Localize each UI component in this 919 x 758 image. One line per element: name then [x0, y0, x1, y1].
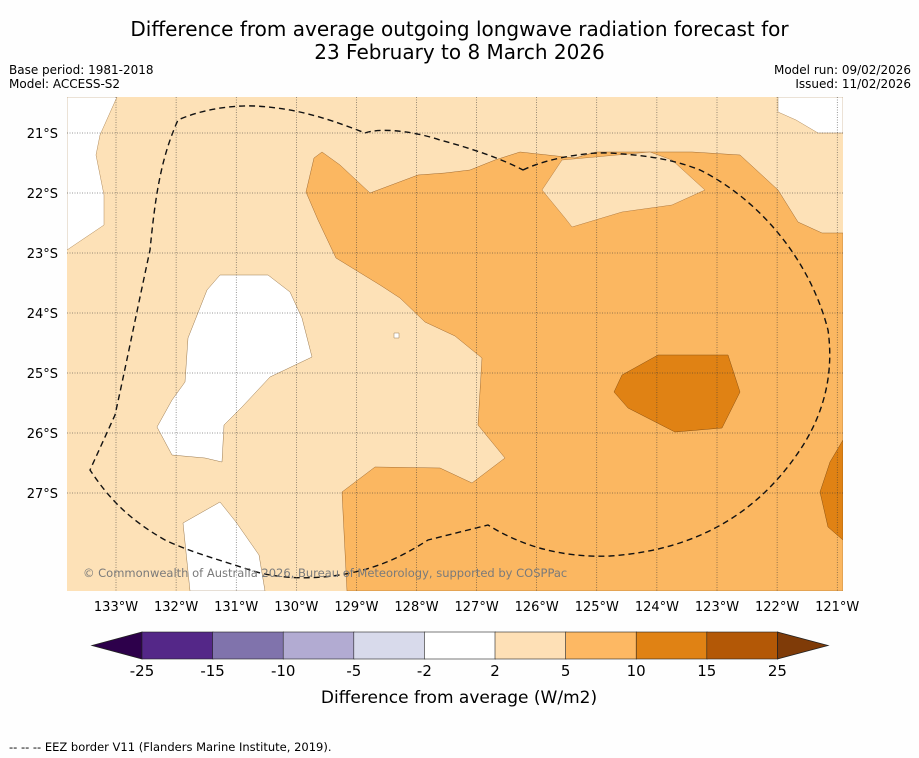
longitude-label: 130°W: [274, 600, 318, 615]
model-name: Model: ACCESS-S2: [9, 77, 121, 91]
latitude-label: 22°S: [27, 187, 58, 202]
latitude-label: 23°S: [27, 247, 58, 262]
longitude-label: 127°W: [455, 600, 499, 615]
colorbar-segment: [424, 631, 496, 660]
anomaly-region-10-15: [613, 354, 741, 433]
colorbar-segment: [141, 631, 214, 660]
colorbar-legend: [90, 631, 830, 660]
eez-border: [89, 105, 831, 579]
latitude-label: 25°S: [27, 367, 58, 382]
colorbar-segment: [494, 631, 567, 660]
colorbar-segment: [282, 631, 355, 660]
base-period: Base period: 1981-2018: [9, 63, 154, 77]
colorbar-tick-label: 15: [697, 662, 716, 680]
map-plot-area: [67, 97, 843, 591]
info-right: Model run: 09/02/2026 Issued: 11/02/2026: [774, 63, 911, 91]
longitude-label: 129°W: [334, 600, 378, 615]
longitude-label: 125°W: [575, 600, 619, 615]
copyright-text: © Commonwealth of Australia 2026, Bureau…: [83, 566, 567, 580]
colorbar-tick-label: 10: [627, 662, 646, 680]
footer-note: -- -- -- EEZ border V11 (Flanders Marine…: [9, 740, 332, 754]
latitude-label: 26°S: [27, 427, 58, 442]
colorbar-segment: [353, 631, 426, 660]
latitude-label: 21°S: [27, 127, 58, 142]
colorbar-tick-label: -2: [417, 662, 432, 680]
title-line-2: 23 February to 8 March 2026: [314, 40, 605, 64]
longitude-label: 132°W: [154, 600, 198, 615]
longitude-label: 126°W: [515, 600, 559, 615]
neutral-region: [777, 97, 843, 134]
colorbar-segment: [706, 631, 779, 660]
latitude-axis: 21°S 22°S 23°S 24°S 25°S 26°S 27°S: [27, 127, 58, 502]
graticule: [67, 97, 843, 591]
colorbar-tick-label: 5: [561, 662, 571, 680]
colorbar-tick-label: -5: [346, 662, 361, 680]
neutral-speck: [393, 332, 400, 339]
colorbar-extend-low: [90, 631, 143, 660]
anomaly-band-2-5: [541, 151, 706, 228]
issued-date: Issued: 11/02/2026: [795, 77, 911, 91]
longitude-label: 121°W: [815, 600, 859, 615]
colorbar-tick-label: 2: [490, 662, 500, 680]
longitude-label: 131°W: [214, 600, 258, 615]
colorbar-tick-label: -15: [200, 662, 225, 680]
anomaly-region-5-10: [305, 151, 843, 591]
longitude-label: 123°W: [695, 600, 739, 615]
colorbar-tick-label: -10: [271, 662, 296, 680]
latitude-label: 24°S: [27, 307, 58, 322]
latitude-label: 27°S: [27, 487, 58, 502]
colorbar-tick-label: -25: [130, 662, 155, 680]
info-left: Base period: 1981-2018 Model: ACCESS-S2: [9, 63, 154, 91]
model-run: Model run: 09/02/2026: [773, 63, 911, 77]
longitude-label: 133°W: [94, 600, 138, 615]
longitude-label: 124°W: [635, 600, 679, 615]
longitude-label: 122°W: [755, 600, 799, 615]
neutral-region: [67, 97, 118, 251]
longitude-label: 128°W: [394, 600, 438, 615]
chart-title: Difference from average outgoing longwav…: [0, 18, 919, 64]
colorbar-label: Difference from average (W/m2): [321, 688, 597, 708]
longitude-axis: 133°W 132°W 131°W 130°W 129°W 128°W 127°W 126°W…: [94, 600, 860, 615]
colorbar-segment: [635, 631, 708, 660]
title-line-1: Difference from average outgoing longwav…: [130, 17, 789, 41]
colorbar-segment: [565, 631, 637, 660]
colorbar-ticks: -25 -15 -10 -5 -2 2 5 10 15 25: [130, 662, 787, 680]
colorbar-extend-high: [777, 631, 830, 660]
neutral-region: [156, 274, 313, 463]
colorbar-tick-label: 25: [768, 662, 787, 680]
colorbar-segment: [212, 631, 285, 660]
